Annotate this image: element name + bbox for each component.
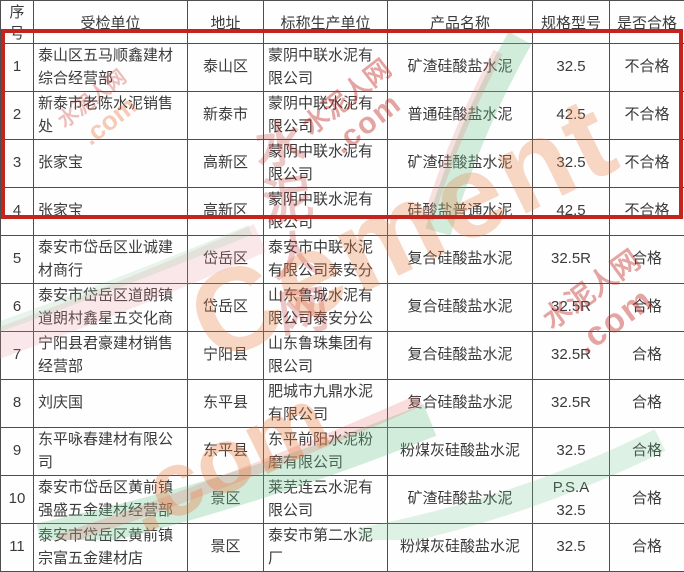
cell-address: 东平县	[188, 380, 264, 428]
cell-serial-number: 6	[1, 284, 34, 332]
cell-serial-number: 1	[1, 44, 34, 92]
cell-result: 合格	[610, 284, 684, 332]
cell-spec-model: 42.5	[533, 92, 610, 140]
cell-inspected-unit: 泰安市岱岳区黄前镇强盛五金建材经营部	[34, 476, 188, 524]
cell-address: 东平县	[188, 428, 264, 476]
cell-product-name: 硅酸盐普通水泥	[388, 188, 533, 236]
table-row: 11 泰安市岱岳区黄前镇宗富五金建材店 景区 泰安市第二水泥厂 粉煤灰硅酸盐水泥…	[1, 524, 684, 572]
cell-address: 宁阳县	[188, 332, 264, 380]
cell-product-name: 粉煤灰硅酸盐水泥	[388, 428, 533, 476]
cell-inspected-unit: 刘庆国	[34, 380, 188, 428]
cell-product-name: 复合硅酸盐水泥	[388, 284, 533, 332]
cell-inspected-unit: 新泰市老陈水泥销售处	[34, 92, 188, 140]
table-row: 7 宁阳县君豪建材销售经营部 宁阳县 山东鲁珠集团有限公司 复合硅酸盐水泥 32…	[1, 332, 684, 380]
cell-product-name: 粉煤灰硅酸盐水泥	[388, 524, 533, 572]
table-row: 9 东平咏春建材有限公司 东平县 东平前阳水泥粉磨有限公司 粉煤灰硅酸盐水泥 3…	[1, 428, 684, 476]
cell-result: 合格	[610, 476, 684, 524]
cell-spec-model: P.S.A 32.5	[533, 476, 610, 524]
cell-serial-number: 9	[1, 428, 34, 476]
table-row: 6 泰安市岱岳区道朗镇道朗村鑫星五交化商 岱岳区 山东鲁城水泥有限公司泰安分公 …	[1, 284, 684, 332]
cell-result: 合格	[610, 524, 684, 572]
column-header: 地址	[188, 1, 264, 44]
cell-manufacturer: 莱芜连云水泥有限公司	[264, 476, 388, 524]
cell-address: 新泰市	[188, 92, 264, 140]
cell-spec-model: 32.5	[533, 428, 610, 476]
cell-product-name: 普通硅酸盐水泥	[388, 92, 533, 140]
cell-product-name: 复合硅酸盐水泥	[388, 236, 533, 284]
cell-result: 不合格	[610, 140, 684, 188]
cell-manufacturer: 东平前阳水泥粉磨有限公司	[264, 428, 388, 476]
cell-serial-number: 8	[1, 380, 34, 428]
cell-product-name: 复合硅酸盐水泥	[388, 380, 533, 428]
column-header: 序号	[1, 1, 34, 44]
cell-serial-number: 3	[1, 140, 34, 188]
cell-address: 泰山区	[188, 44, 264, 92]
cell-address: 景区	[188, 476, 264, 524]
cell-inspected-unit: 宁阳县君豪建材销售经营部	[34, 332, 188, 380]
column-header: 是否合格	[610, 1, 684, 44]
cell-serial-number: 2	[1, 92, 34, 140]
cell-serial-number: 7	[1, 332, 34, 380]
cell-result: 合格	[610, 332, 684, 380]
cell-serial-number: 10	[1, 476, 34, 524]
table-row: 3 张家宝 高新区 蒙阴中联水泥有限公司 矿渣硅酸盐水泥 32.5 不合格	[1, 140, 684, 188]
table-body: 1 泰山区五马顺鑫建材综合经营部 泰山区 蒙阴中联水泥有限公司 矿渣硅酸盐水泥 …	[1, 44, 684, 572]
cell-manufacturer: 泰安市中联水泥有限公司泰安分	[264, 236, 388, 284]
table-row: 8 刘庆国 东平县 肥城市九鼎水泥有限公司 复合硅酸盐水泥 32.5R 合格	[1, 380, 684, 428]
cell-product-name: 复合硅酸盐水泥	[388, 332, 533, 380]
cell-product-name: 矿渣硅酸盐水泥	[388, 476, 533, 524]
cell-manufacturer: 蒙阴中联水泥有限公司	[264, 188, 388, 236]
cell-manufacturer: 肥城市九鼎水泥有限公司	[264, 380, 388, 428]
cell-result: 不合格	[610, 44, 684, 92]
cell-manufacturer: 蒙阴中联水泥有限公司	[264, 44, 388, 92]
page: { "table": { "headers": ["序号", "受检单位", "…	[0, 0, 684, 540]
column-header: 标称生产单位	[264, 1, 388, 44]
cell-result: 合格	[610, 428, 684, 476]
cell-serial-number: 5	[1, 236, 34, 284]
cell-inspected-unit: 泰山区五马顺鑫建材综合经营部	[34, 44, 188, 92]
cell-inspected-unit: 泰安市岱岳区业诚建材商行	[34, 236, 188, 284]
cell-product-name: 矿渣硅酸盐水泥	[388, 44, 533, 92]
cell-manufacturer: 山东鲁珠集团有限公司	[264, 332, 388, 380]
cell-spec-model: 32.5R	[533, 380, 610, 428]
table-row: 4 张家宝 高新区 蒙阴中联水泥有限公司 硅酸盐普通水泥 42.5 不合格	[1, 188, 684, 236]
column-header: 受检单位	[34, 1, 188, 44]
table-row: 10 泰安市岱岳区黄前镇强盛五金建材经营部 景区 莱芜连云水泥有限公司 矿渣硅酸…	[1, 476, 684, 524]
cell-spec-model: 32.5	[533, 44, 610, 92]
cell-spec-model: 32.5R	[533, 284, 610, 332]
cell-inspected-unit: 东平咏春建材有限公司	[34, 428, 188, 476]
cell-spec-model: 32.5	[533, 524, 610, 572]
table-row: 2 新泰市老陈水泥销售处 新泰市 蒙阴中联水泥有限公司 普通硅酸盐水泥 42.5…	[1, 92, 684, 140]
column-header: 规格型号	[533, 1, 610, 44]
cell-address: 岱岳区	[188, 236, 264, 284]
table-row: 1 泰山区五马顺鑫建材综合经营部 泰山区 蒙阴中联水泥有限公司 矿渣硅酸盐水泥 …	[1, 44, 684, 92]
table-row: 5 泰安市岱岳区业诚建材商行 岱岳区 泰安市中联水泥有限公司泰安分 复合硅酸盐水…	[1, 236, 684, 284]
cell-spec-model: 32.5R	[533, 332, 610, 380]
cell-spec-model: 32.5R	[533, 236, 610, 284]
cell-manufacturer: 蒙阴中联水泥有限公司	[264, 140, 388, 188]
cell-inspected-unit: 张家宝	[34, 140, 188, 188]
cell-result: 不合格	[610, 92, 684, 140]
cell-manufacturer: 蒙阴中联水泥有限公司	[264, 92, 388, 140]
cell-serial-number: 4	[1, 188, 34, 236]
cell-manufacturer: 山东鲁城水泥有限公司泰安分公	[264, 284, 388, 332]
cell-result: 不合格	[610, 188, 684, 236]
cell-serial-number: 11	[1, 524, 34, 572]
cell-inspected-unit: 泰安市岱岳区道朗镇道朗村鑫星五交化商	[34, 284, 188, 332]
cell-address: 景区	[188, 524, 264, 572]
cell-manufacturer: 泰安市第二水泥厂	[264, 524, 388, 572]
cell-inspected-unit: 张家宝	[34, 188, 188, 236]
column-header: 产品名称	[388, 1, 533, 44]
cell-address: 高新区	[188, 188, 264, 236]
cell-spec-model: 42.5	[533, 188, 610, 236]
cell-inspected-unit: 泰安市岱岳区黄前镇宗富五金建材店	[34, 524, 188, 572]
cell-address: 高新区	[188, 140, 264, 188]
cell-result: 合格	[610, 380, 684, 428]
table-header-row: 序号受检单位地址标称生产单位产品名称规格型号是否合格	[1, 1, 684, 44]
cell-spec-model: 32.5	[533, 140, 610, 188]
cell-result: 合格	[610, 236, 684, 284]
cell-address: 岱岳区	[188, 284, 264, 332]
cell-product-name: 矿渣硅酸盐水泥	[388, 140, 533, 188]
